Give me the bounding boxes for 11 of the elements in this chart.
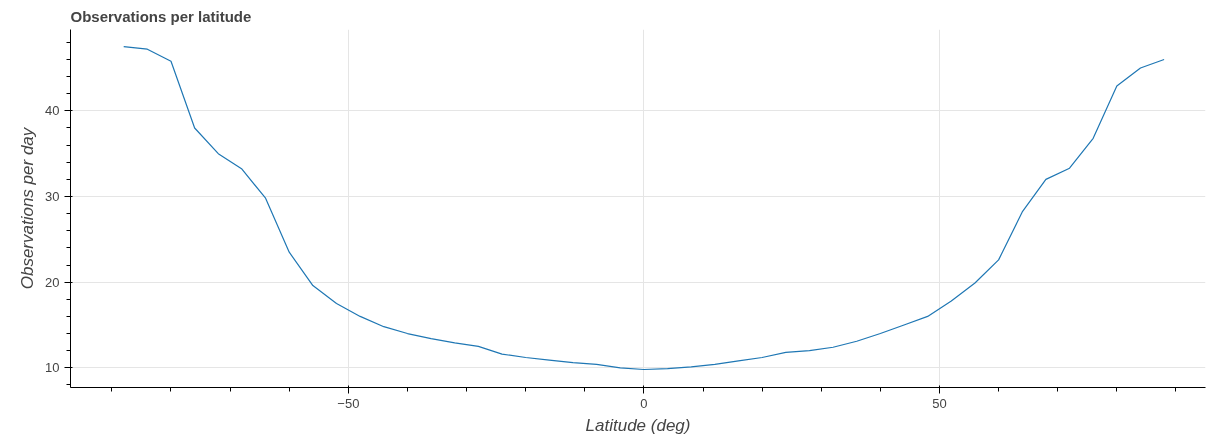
y-axis-title: Observations per day <box>18 126 38 290</box>
x-tick-label: −50 <box>337 395 360 411</box>
y-tick-label: 30 <box>45 189 60 205</box>
y-tick-label: 20 <box>45 274 60 290</box>
y-tick-label: 10 <box>45 360 60 376</box>
x-tick-label: 50 <box>932 395 947 411</box>
line-series <box>123 46 1165 371</box>
chart-title: Observations per latitude <box>70 7 252 25</box>
x-axis-title: Latitude (deg) <box>585 415 691 435</box>
y-tick-label: 40 <box>45 103 60 119</box>
x-tick-label: 0 <box>640 395 648 411</box>
